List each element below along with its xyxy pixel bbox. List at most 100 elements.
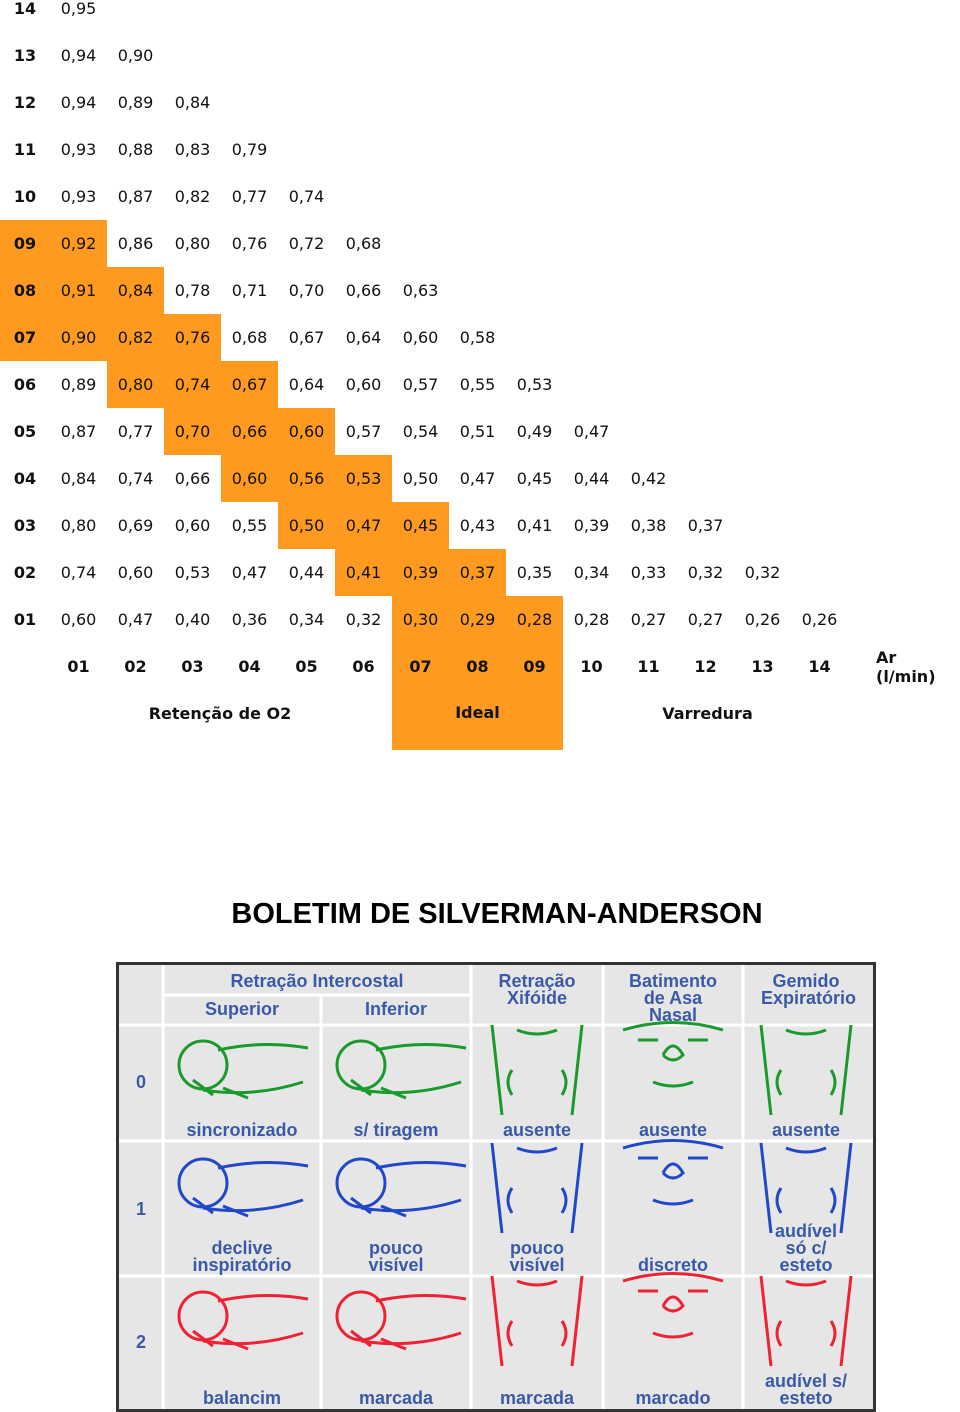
column-header: 09 — [506, 643, 563, 690]
value-cell: 0,66 — [345, 281, 382, 300]
drawing — [759, 1275, 853, 1367]
value-cell: 0,89 — [117, 93, 154, 112]
value-cell: 0,74 — [288, 187, 325, 206]
value-cell: 0,34 — [573, 563, 610, 582]
score: 0 — [135, 1072, 146, 1092]
value-cell: 0,71 — [231, 281, 268, 300]
row-label: 13 — [13, 46, 37, 65]
column-header: 07 — [392, 643, 449, 690]
value-cell: 0,63 — [402, 281, 439, 300]
value-cell: 0,45 — [516, 469, 553, 488]
row-label: 01 — [13, 610, 37, 629]
drawing — [360, 1042, 467, 1095]
drawing — [202, 1160, 309, 1213]
caption: marcada — [499, 1388, 575, 1408]
row-label: 07 — [0, 314, 50, 361]
value-cell: 0,68 — [231, 328, 268, 347]
value-cell: 0,32 — [345, 610, 382, 629]
value-cell: 0,38 — [630, 516, 667, 535]
value-cell: 0,94 — [60, 46, 97, 65]
value-cell: 0,34 — [288, 610, 325, 629]
value-cell: 0,84 — [60, 469, 97, 488]
value-cell: 0,60 — [221, 455, 278, 502]
drawing — [360, 1160, 467, 1213]
row-label: 02 — [13, 563, 37, 582]
value-cell: 0,30 — [392, 596, 449, 643]
value-cell: 0,27 — [687, 610, 724, 629]
illustrations — [119, 965, 873, 1409]
value-cell: 0,69 — [117, 516, 154, 535]
column-header: Batimento de Asa Nasal — [628, 971, 717, 1025]
value-cell: 0,60 — [345, 375, 382, 394]
caption: balancim — [202, 1388, 282, 1408]
caption: audível s/ esteto — [764, 1371, 848, 1408]
value-cell: 0,64 — [288, 375, 325, 394]
caption: pouco visível — [368, 1238, 424, 1275]
row-label: 04 — [13, 469, 37, 488]
value-cell: 0,76 — [231, 234, 268, 253]
caption: discreto — [637, 1255, 709, 1275]
row-label: 06 — [13, 375, 37, 394]
value-cell: 0,74 — [117, 469, 154, 488]
title: BOLETIM DE SILVERMAN-ANDERSON — [231, 898, 763, 930]
value-cell: 0,39 — [392, 549, 449, 596]
value-cell: 0,79 — [231, 140, 268, 159]
score: 2 — [135, 1331, 146, 1352]
caption: s/ tiragem — [353, 1120, 439, 1140]
value-cell: 0,77 — [117, 422, 154, 441]
value-cell: 0,94 — [60, 93, 97, 112]
column-header: 11 — [637, 657, 660, 676]
value-cell: 0,45 — [392, 502, 449, 549]
value-cell: 0,32 — [744, 563, 781, 582]
column-header: 04 — [238, 657, 261, 676]
value-cell: 0,68 — [345, 234, 382, 253]
value-cell: 0,57 — [345, 422, 382, 441]
value-cell: 0,93 — [60, 187, 97, 206]
value-cell: 0,50 — [278, 502, 335, 549]
column-header: 13 — [751, 657, 774, 676]
caption: pouco visível — [509, 1238, 565, 1275]
value-cell: 0,80 — [174, 234, 211, 253]
value-cell: 0,55 — [231, 516, 268, 535]
value-cell: 0,82 — [107, 314, 164, 361]
column-header: Gemido Expiratório — [761, 971, 857, 1008]
value-cell: 0,47 — [459, 469, 496, 488]
legend-item: Ideal — [392, 690, 563, 750]
value-cell: 0,80 — [107, 361, 164, 408]
value-cell: 0,86 — [117, 234, 154, 253]
drawing — [490, 1024, 584, 1116]
value-cell: 0,67 — [288, 328, 325, 347]
drawing — [350, 1078, 407, 1100]
value-cell: 0,35 — [516, 563, 553, 582]
value-cell: 0,42 — [630, 469, 667, 488]
value-cell: 0,60 — [278, 408, 335, 455]
value-cell: 0,87 — [117, 187, 154, 206]
caption: marcada — [358, 1388, 434, 1408]
column-header: 06 — [352, 657, 375, 676]
value-cell: 0,26 — [801, 610, 838, 629]
value-cell: 0,80 — [60, 516, 97, 535]
value-cell: 0,26 — [744, 610, 781, 629]
column-header: 14 — [808, 657, 831, 676]
value-cell: 0,36 — [231, 610, 268, 629]
value-cell: 0,92 — [50, 220, 107, 267]
value-cell: 0,76 — [164, 314, 221, 361]
column-header: Retração Xifóide — [498, 971, 576, 1008]
row-label: 11 — [13, 140, 37, 159]
drawing — [490, 1275, 584, 1367]
value-cell: 0,47 — [117, 610, 154, 629]
value-cell: 0,28 — [506, 596, 563, 643]
value-cell: 0,40 — [174, 610, 211, 629]
value-cell: 0,50 — [402, 469, 439, 488]
drawing — [490, 1142, 584, 1234]
column-header: 02 — [124, 657, 147, 676]
value-cell: 0,60 — [402, 328, 439, 347]
value-cell: 0,93 — [60, 140, 97, 159]
value-cell: 0,88 — [117, 140, 154, 159]
column-header: Superior — [204, 999, 279, 1019]
value-cell: 0,77 — [231, 187, 268, 206]
value-cell: 0,90 — [117, 46, 154, 65]
caption: ausente — [638, 1120, 708, 1140]
group-header: Retração Intercostal — [230, 971, 404, 991]
